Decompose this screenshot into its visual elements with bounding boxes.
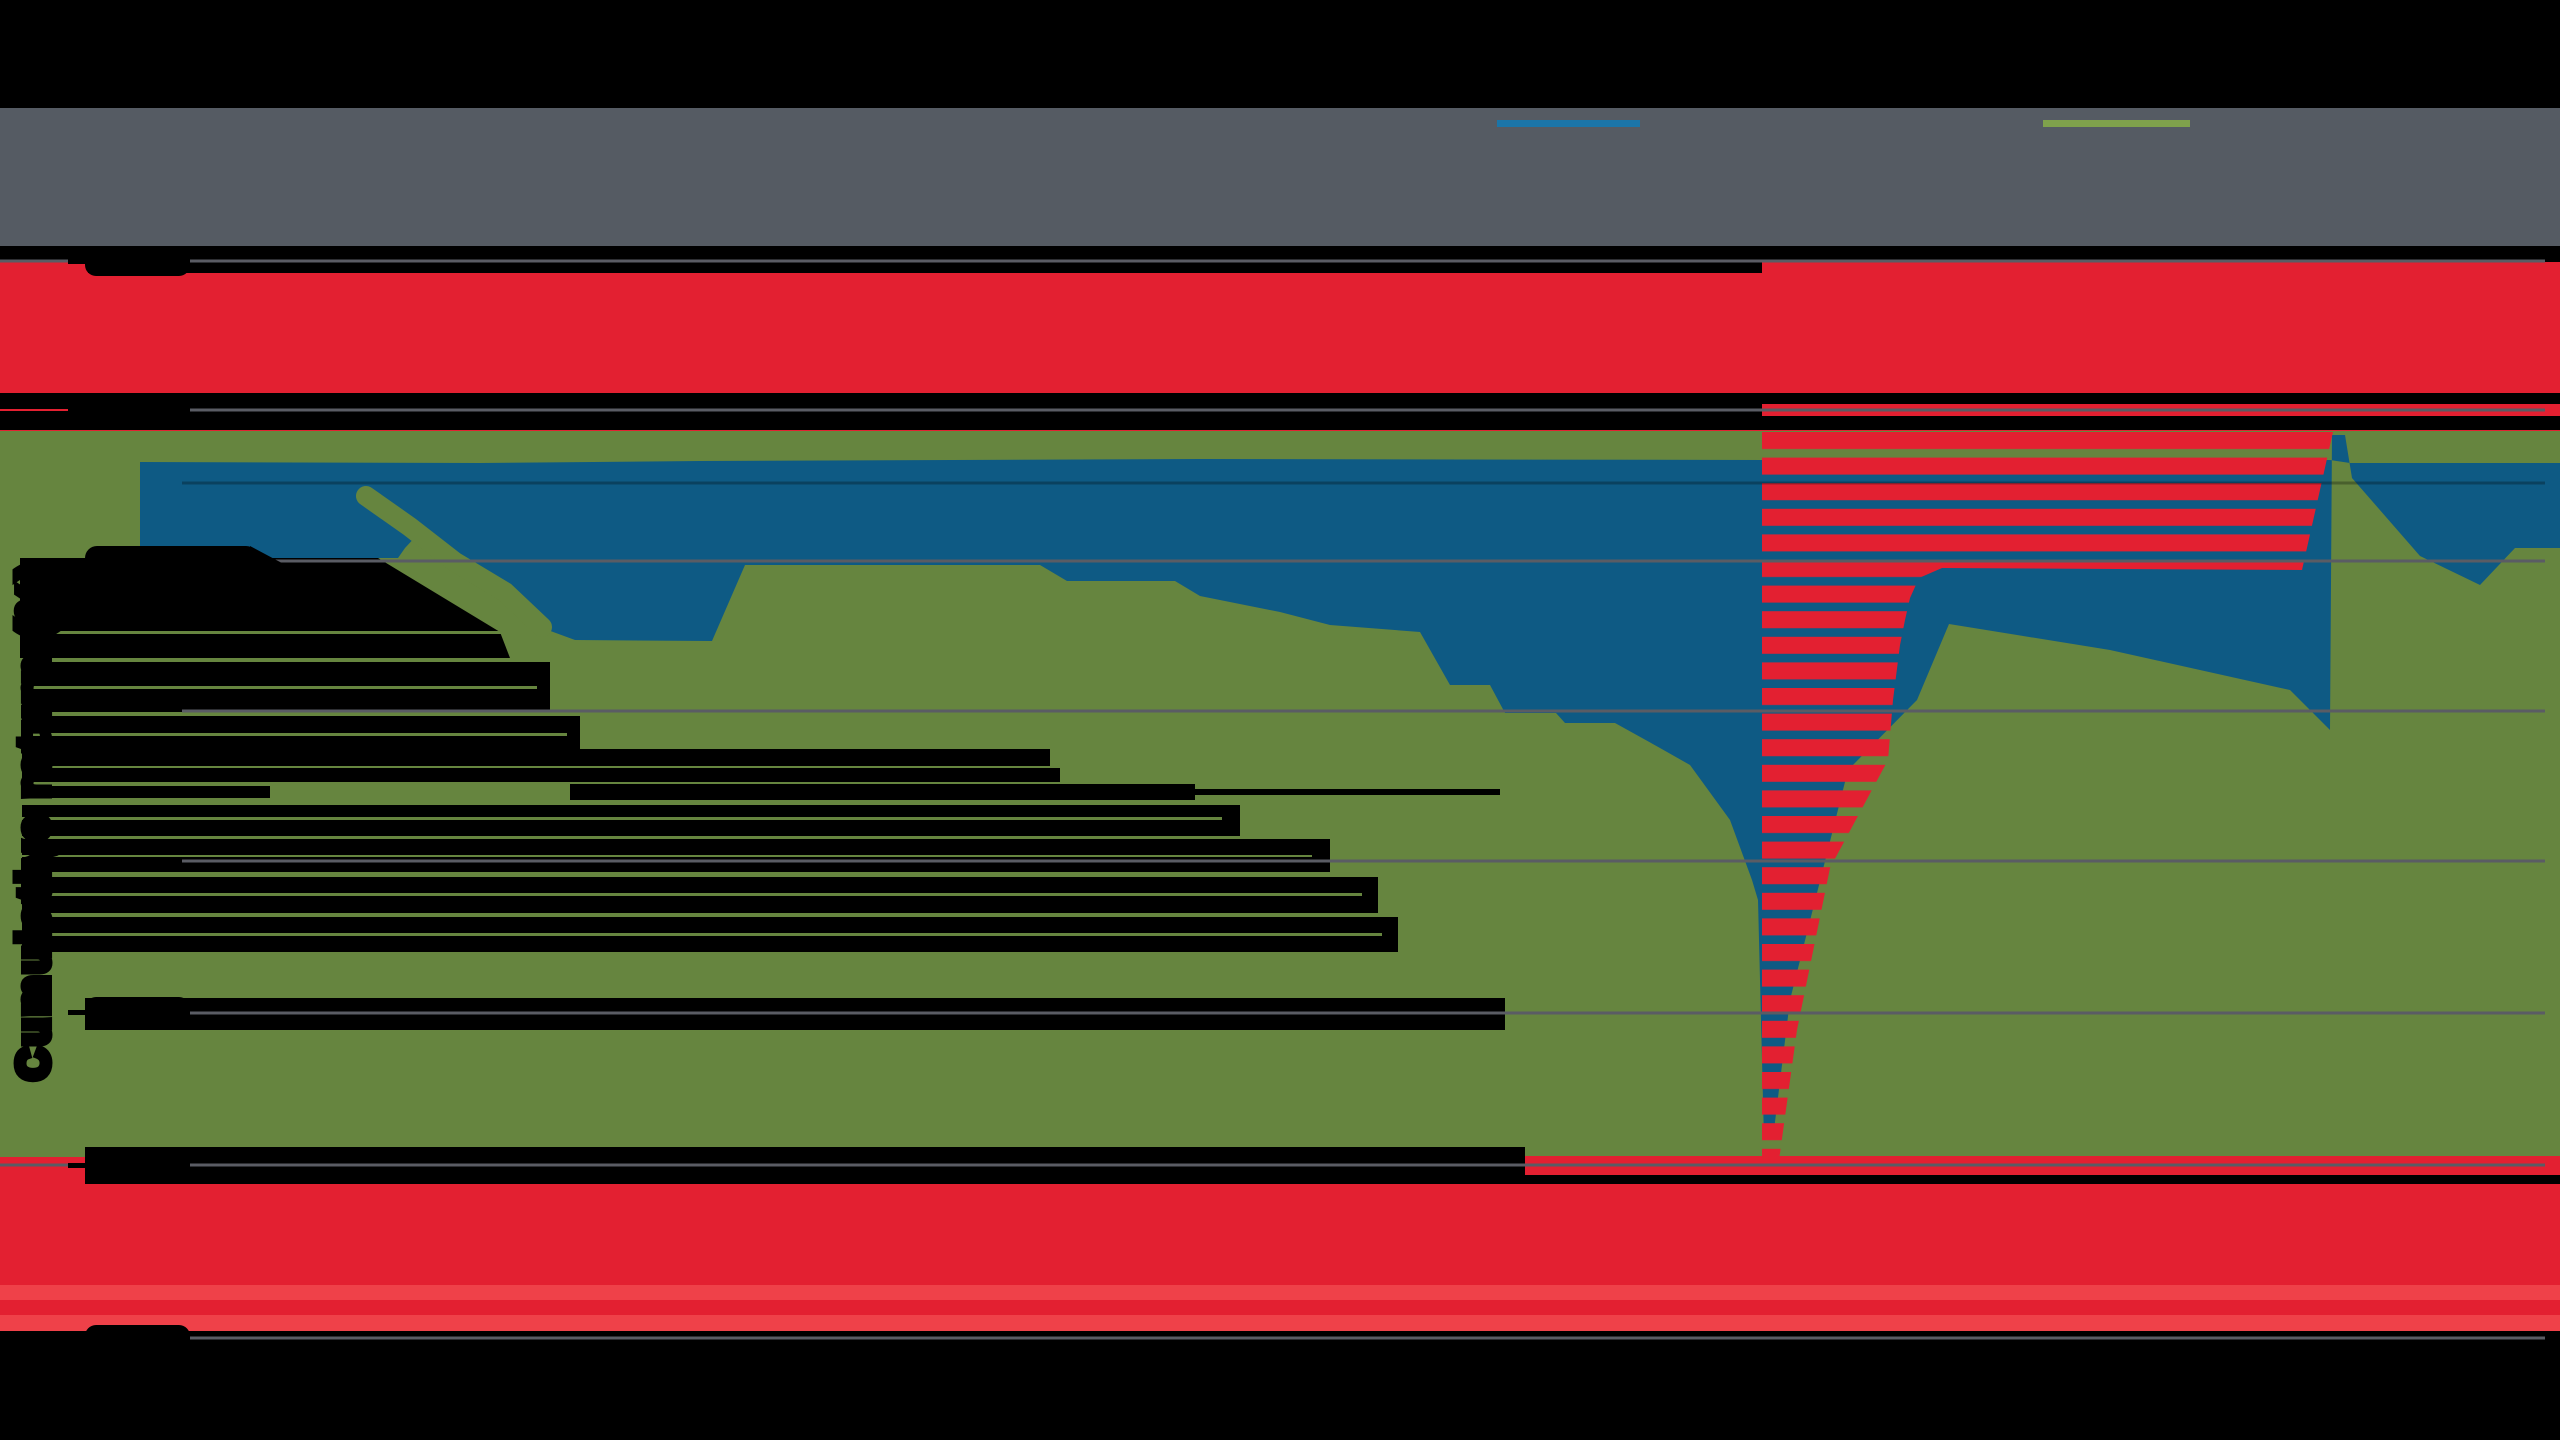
svg-text:Cumulative return (%): Cumulative return (%) — [9, 560, 58, 1080]
